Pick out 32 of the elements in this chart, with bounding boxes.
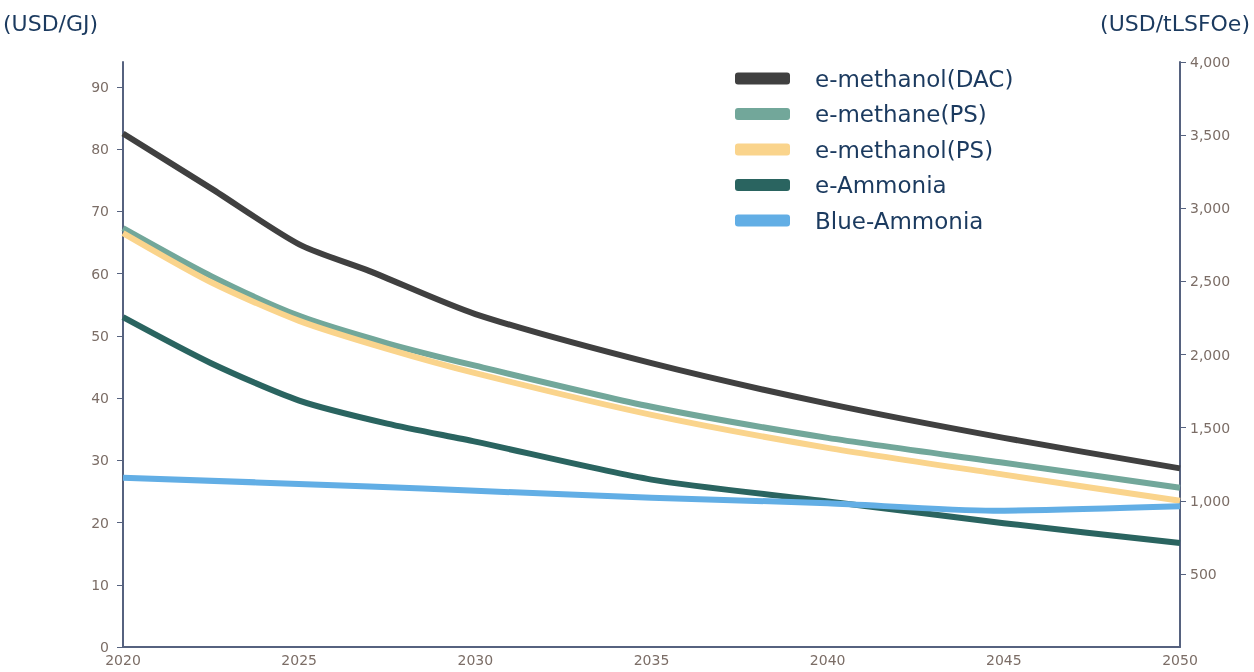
y-tick-label: 20 (91, 514, 109, 531)
y-tick-label: 90 (91, 78, 109, 95)
x-tick-label: 2035 (633, 652, 670, 668)
y2-tick-label: 2,000 (1190, 346, 1231, 363)
x-tick-label: 2040 (809, 652, 846, 668)
y2-axis-title: (USD/tLSFOe) (1100, 10, 1250, 36)
y2-tick-label: 1,000 (1190, 492, 1231, 509)
legend-label: e-methane(PS) (815, 101, 987, 127)
x-tick-label: 2045 (986, 652, 1022, 668)
x-tick-label: 2025 (281, 652, 317, 668)
x-tick-label: 2020 (105, 652, 141, 668)
y-tick-label: 0 (100, 639, 109, 655)
y2-tick-label: 4,000 (1190, 54, 1231, 70)
legend-label: e-Ammonia (815, 172, 947, 198)
y2-tick-label: 3,000 (1190, 200, 1231, 217)
x-tick-label: 2030 (457, 652, 494, 668)
y-tick-label: 60 (91, 265, 109, 282)
y-tick-label: 80 (91, 141, 109, 158)
y2-tick-label: 500 (1190, 565, 1217, 582)
y-tick-label: 50 (91, 327, 109, 344)
y-tick-label: 40 (91, 390, 109, 407)
y-tick-label: 30 (91, 452, 109, 469)
y2-tick-label: 2,500 (1190, 273, 1231, 290)
y2-tick-label: 3,500 (1190, 127, 1231, 144)
legend-label: e-methanol(DAC) (815, 65, 1014, 92)
y-axis-title: (USD/GJ) (3, 10, 99, 36)
y-tick-label: 10 (91, 576, 109, 593)
y-tick-label: 70 (91, 203, 109, 220)
y2-tick-label: 1,500 (1190, 419, 1231, 436)
legend-label: Blue-Ammonia (815, 207, 984, 234)
legend-label: e-methanol(PS) (815, 136, 994, 163)
x-tick-label: 2050 (1162, 652, 1198, 668)
